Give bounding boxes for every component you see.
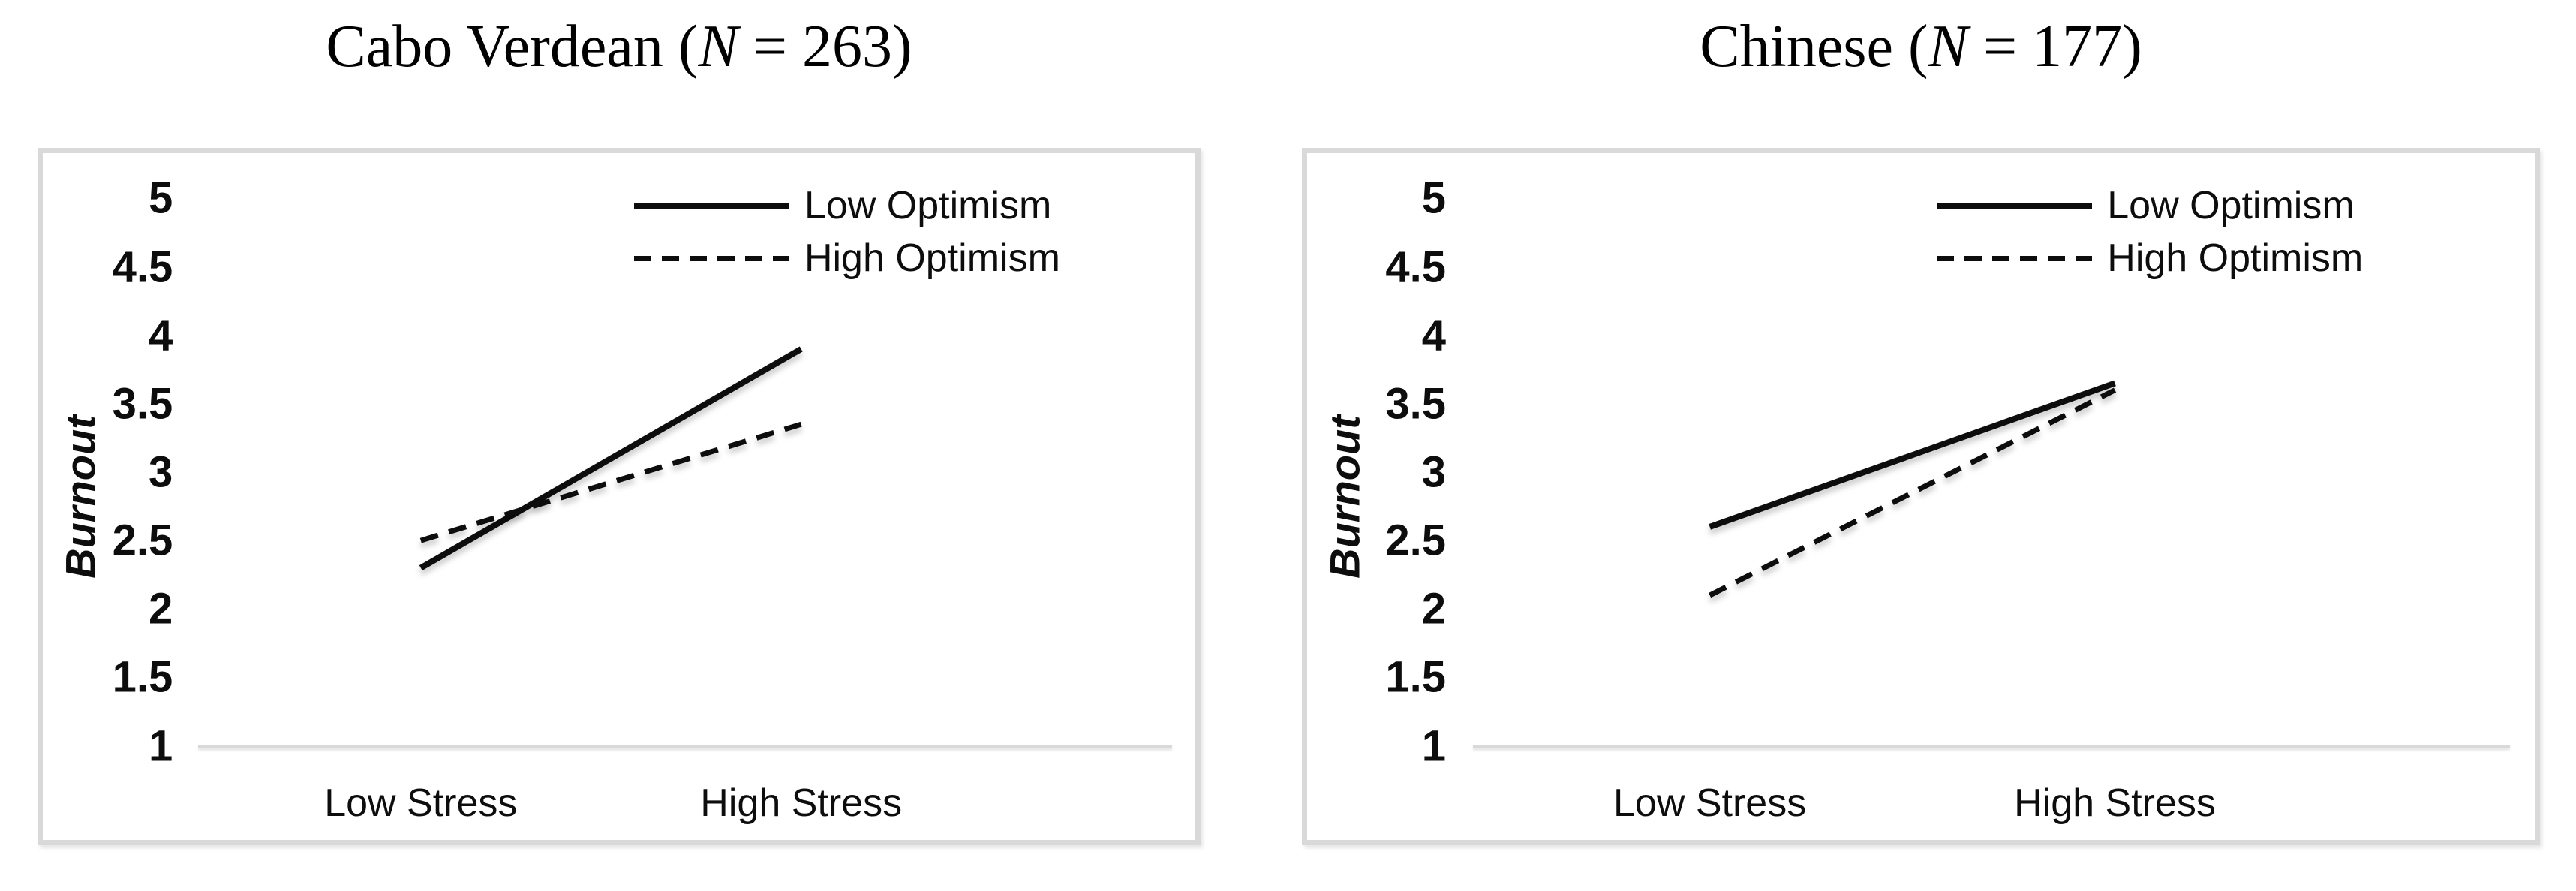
high-optimism-line: [419, 421, 802, 543]
x-tick-label-low-stress: Low Stress: [324, 781, 518, 825]
chart-title: Chinese (N = 177): [1302, 14, 2540, 80]
y-tick-label: 1: [148, 721, 173, 771]
chart-title-text: Cabo Verdean (: [326, 14, 699, 80]
y-tick-label: 1.5: [1385, 652, 1447, 702]
solid-line-swatch: [1937, 203, 2093, 209]
y-tick-label: 1.5: [112, 652, 173, 702]
legend: Low Optimism High Optimism: [1937, 153, 2535, 303]
data-lines: [1709, 380, 2117, 598]
y-tick-label: 4.5: [112, 242, 173, 292]
sample-size-value: = 263): [738, 14, 912, 80]
x-tick-label-high-stress: High Stress: [700, 781, 903, 825]
dashed-line-swatch: [1937, 255, 2093, 261]
legend-item-high-optimism: High Optimism: [633, 236, 1060, 281]
plot-frame: Burnout 5 4.5 4 3.5 3 2.5 2 1.5 1 Low Stress Hig…: [1302, 148, 2540, 845]
x-axis-line: [198, 744, 1173, 748]
y-tick-label: 4.5: [1385, 242, 1447, 292]
low-optimism-line: [1709, 380, 2116, 530]
y-axis-tick-labels: 5 4.5 4 3.5 3 2.5 2 1.5 1: [43, 153, 179, 840]
y-tick-label: 1: [1421, 721, 1447, 771]
legend-label: High Optimism: [2107, 236, 2364, 280]
x-tick-label-low-stress: Low Stress: [1613, 781, 1807, 825]
y-tick-label: 2.5: [112, 516, 173, 565]
plot-area: Burnout 5 4.5 4 3.5 3 2.5 2 1.5 1 Low Stress Hig…: [1307, 153, 2535, 840]
chart-title-text: Chinese (: [1700, 14, 1928, 80]
chart-chinese: Chinese (N = 177) Burnout 5 4.5 4 3.5 3 2.5 2 1…: [1302, 0, 2540, 891]
legend: Low Optimism High Optimism: [633, 153, 1195, 303]
x-axis-line: [1472, 744, 2511, 748]
chart-title: Cabo Verdean (N = 263): [38, 14, 1201, 80]
y-tick-label: 2: [1421, 584, 1447, 634]
y-axis-tick-labels: 5 4.5 4 3.5 3 2.5 2 1.5 1: [1307, 153, 1452, 840]
y-tick-label: 5: [148, 173, 173, 223]
plot-frame: Burnout 5 4.5 4 3.5 3 2.5 2 1.5 1 Low Stress Hig…: [38, 148, 1201, 845]
sample-size-symbol: N: [1928, 14, 1968, 80]
plot-area: Burnout 5 4.5 4 3.5 3 2.5 2 1.5 1 Low Stress Hig…: [43, 153, 1195, 840]
high-optimism-line: [1709, 387, 2117, 598]
y-tick-label: 3: [148, 447, 173, 497]
x-tick-label-high-stress: High Stress: [2014, 781, 2216, 825]
dashed-line-swatch: [633, 255, 789, 261]
y-tick-label: 2.5: [1385, 516, 1447, 565]
y-tick-label: 4: [148, 311, 173, 360]
legend-label: High Optimism: [804, 236, 1060, 280]
chart-cabo-verdean: Cabo Verdean (N = 263) Burnout 5 4.5 4 3.5 3…: [38, 0, 1201, 891]
y-tick-label: 3.5: [112, 379, 173, 429]
low-optimism-line: [419, 346, 803, 571]
sample-size-symbol: N: [698, 14, 738, 80]
legend-label: Low Optimism: [2107, 184, 2355, 227]
solid-line-swatch: [633, 203, 789, 209]
y-tick-label: 5: [1421, 173, 1447, 223]
legend-label: Low Optimism: [804, 184, 1052, 227]
legend-item-high-optimism: High Optimism: [1937, 236, 2363, 281]
y-tick-label: 3.5: [1385, 379, 1447, 429]
y-tick-label: 3: [1421, 447, 1447, 497]
data-lines: [419, 346, 803, 571]
sample-size-value: = 177): [1967, 14, 2142, 80]
legend-item-low-optimism: Low Optimism: [633, 183, 1052, 228]
legend-item-low-optimism: Low Optimism: [1937, 183, 2355, 228]
y-tick-label: 4: [1421, 311, 1447, 360]
y-tick-label: 2: [148, 584, 173, 634]
